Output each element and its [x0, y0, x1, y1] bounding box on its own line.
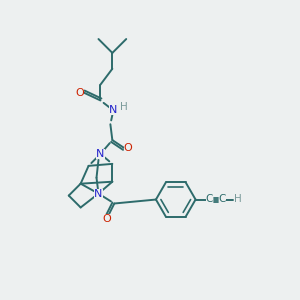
- Text: H: H: [120, 102, 128, 112]
- Text: O: O: [102, 214, 111, 224]
- Text: N: N: [96, 149, 105, 159]
- Text: O: O: [75, 88, 84, 98]
- Text: C: C: [206, 194, 213, 203]
- Text: C: C: [219, 194, 226, 203]
- Text: O: O: [124, 143, 133, 153]
- Text: N: N: [109, 105, 118, 116]
- Text: H: H: [234, 194, 242, 203]
- Text: N: N: [94, 189, 103, 199]
